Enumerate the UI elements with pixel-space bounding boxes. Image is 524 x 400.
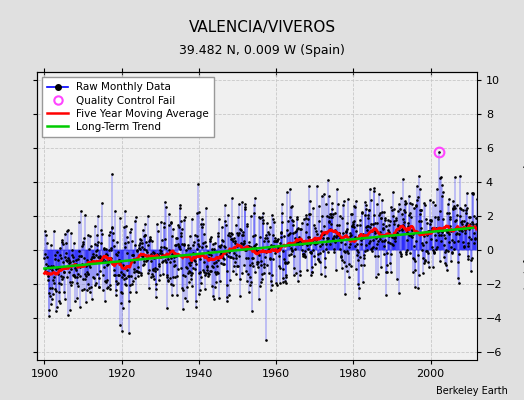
Legend: Raw Monthly Data, Quality Control Fail, Five Year Moving Average, Long-Term Tren: Raw Monthly Data, Quality Control Fail, … [42, 77, 214, 137]
Text: 39.482 N, 0.009 W (Spain): 39.482 N, 0.009 W (Spain) [179, 44, 345, 57]
Y-axis label: Temperature Anomaly (°C): Temperature Anomaly (°C) [522, 142, 524, 290]
Text: VALENCIA/VIVEROS: VALENCIA/VIVEROS [189, 20, 335, 35]
Text: Berkeley Earth: Berkeley Earth [436, 386, 508, 396]
